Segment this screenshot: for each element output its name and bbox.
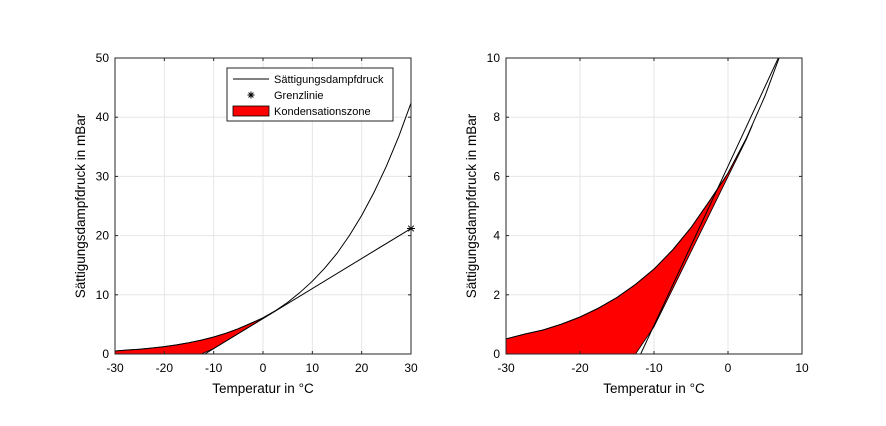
x-tick-label: -20 xyxy=(571,361,589,375)
legend-label: Sättigungsdampfdruck xyxy=(274,74,384,86)
x-tick-label: 0 xyxy=(260,361,267,375)
x-tick-label: 20 xyxy=(355,361,369,375)
x-axis-label: Temperatur in °C xyxy=(603,381,705,396)
y-tick-label: 0 xyxy=(102,347,109,361)
x-tick-label: -10 xyxy=(205,361,223,375)
asterisk-stroke xyxy=(248,92,254,98)
x-tick-label: -30 xyxy=(497,361,515,375)
legend-label: Grenzlinie xyxy=(274,90,324,102)
legend: Sättigungsdampfdruck Grenzlinie Kondensati… xyxy=(226,67,394,122)
y-tick-label: 2 xyxy=(493,288,500,302)
axes-left: -30 -20 -10 0 10 20 30 0 10 20 30 40 50 Temperatur in… xyxy=(73,51,418,396)
x-tick-label: -20 xyxy=(156,361,174,375)
x-tick-label: 10 xyxy=(795,361,809,375)
plot-content xyxy=(506,58,780,354)
y-tick-label: 20 xyxy=(96,229,110,243)
series-saettigungsdampfdruck-line xyxy=(506,58,780,340)
legend-patch-icon xyxy=(232,105,270,117)
y-tick-label: 8 xyxy=(493,110,500,124)
y-axis-label: Sättigungsdampfdruck in mBar xyxy=(464,113,479,298)
x-tick-label: 10 xyxy=(306,361,320,375)
y-tick-label: 6 xyxy=(493,169,500,183)
legend-label: Kondensationszone xyxy=(274,106,371,118)
series-grenzlinie-line xyxy=(204,228,411,354)
y-tick-label: 40 xyxy=(96,110,110,124)
x-axis-label: Temperatur in °C xyxy=(212,381,314,396)
y-tick-label: 0 xyxy=(493,347,500,361)
y-tick-label: 30 xyxy=(96,169,110,183)
y-tick-label: 4 xyxy=(493,229,500,243)
legend-asterisk-icon xyxy=(247,91,255,99)
x-tick-label: 30 xyxy=(404,361,418,375)
x-tick-label: -30 xyxy=(106,361,124,375)
y-axis-label: Sättigungsdampfdruck in mBar xyxy=(73,113,88,298)
y-tick-label: 10 xyxy=(96,288,110,302)
y-tick-label: 10 xyxy=(487,51,501,65)
axes-right: -30 -20 -10 0 10 0 2 4 6 8 10 Temperatur in °C Sätti… xyxy=(464,51,809,396)
series-saettigungsdampfdruck-line xyxy=(115,102,411,352)
plot-content xyxy=(115,102,411,354)
y-tick-label: 50 xyxy=(96,51,110,65)
x-tick-label: -10 xyxy=(645,361,663,375)
x-tick-label: 0 xyxy=(725,361,732,375)
series-grenzlinie-line xyxy=(640,58,779,354)
